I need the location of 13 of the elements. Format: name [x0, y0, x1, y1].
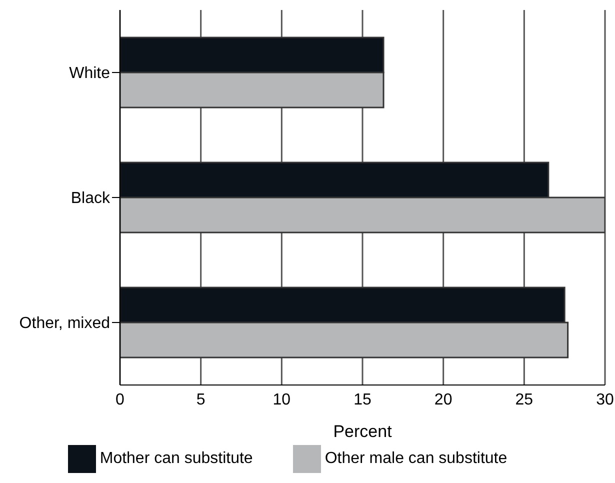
x-tick-label: 10: [272, 391, 291, 408]
legend-label: Mother can substitute: [100, 450, 253, 468]
y-tick-label: Black: [70, 190, 111, 208]
x-tick-label: 25: [515, 391, 534, 408]
y-tick-label: Other, mixed: [19, 315, 110, 332]
legend-label: Other male can substitute: [324, 450, 508, 468]
x-tick-label: 0: [116, 391, 125, 408]
x-tick-label: 15: [354, 391, 372, 408]
x-tick-label: 5: [196, 391, 206, 408]
x-tick-label: 20: [434, 391, 452, 408]
y-tick-label: White: [69, 65, 110, 82]
x-tick-label: 30: [596, 391, 614, 408]
x-axis-title: Percent: [333, 422, 392, 441]
